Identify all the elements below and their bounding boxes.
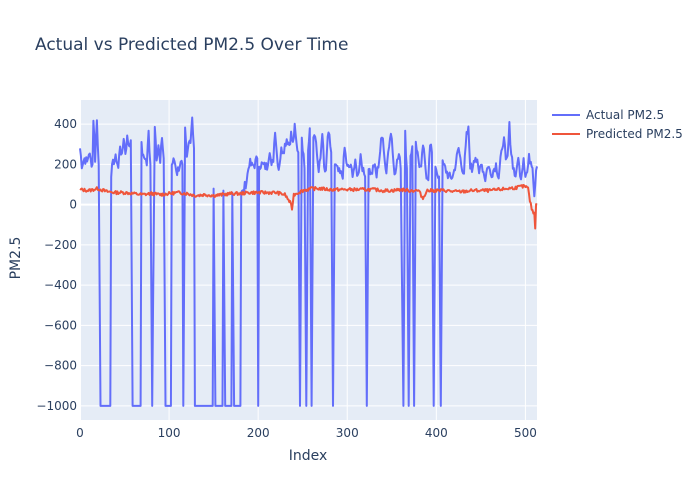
legend-label: Actual PM2.5	[586, 108, 664, 122]
tick-labels: 400 200 0 −200 −400 −600 −800 −1000 0 100 200 300 40…	[36, 117, 536, 440]
x-tick-label: 300	[336, 426, 359, 440]
y-axis-label: PM2.5	[8, 237, 24, 280]
legend-label: Predicted PM2.5	[586, 127, 683, 141]
y-tick-label: −800	[44, 359, 77, 373]
y-tick-label: −400	[44, 278, 77, 292]
chart-title: Actual vs Predicted PM2.5 Over Time	[35, 35, 348, 55]
x-tick-label: 0	[76, 426, 84, 440]
y-tick-label: −600	[44, 318, 77, 332]
y-tick-label: −200	[44, 238, 77, 252]
x-tick-label: 200	[247, 426, 270, 440]
y-tick-label: −1000	[36, 399, 77, 413]
legend: Actual PM2.5 Predicted PM2.5	[552, 108, 683, 141]
y-tick-label: 0	[69, 198, 77, 212]
series-line-actual	[79, 116, 538, 407]
series-line-predicted	[79, 184, 538, 230]
y-tick-label: 400	[54, 117, 77, 131]
x-tick-label: 400	[425, 426, 448, 440]
x-tick-label: 100	[158, 426, 181, 440]
series-lines	[79, 116, 538, 407]
x-tick-label: 500	[514, 426, 537, 440]
x-axis-label: Index	[289, 448, 328, 464]
y-tick-label: 200	[54, 157, 77, 171]
